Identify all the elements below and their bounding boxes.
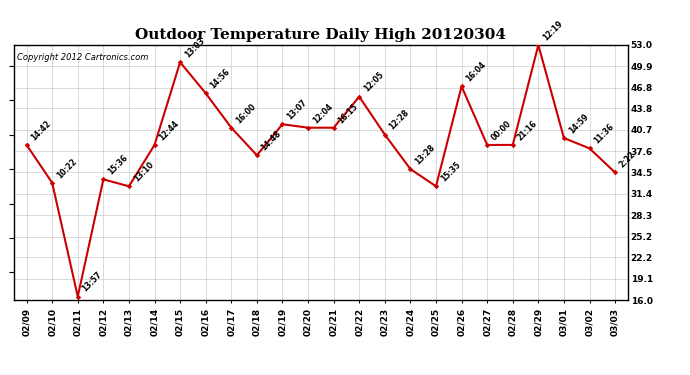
Text: 12:04: 12:04 <box>310 102 334 125</box>
Title: Outdoor Temperature Daily High 20120304: Outdoor Temperature Daily High 20120304 <box>135 28 506 42</box>
Text: 16:15: 16:15 <box>337 102 359 125</box>
Text: 13:07: 13:07 <box>285 98 308 122</box>
Text: 12:44: 12:44 <box>157 119 181 142</box>
Text: 12:05: 12:05 <box>362 70 385 94</box>
Text: 11:36: 11:36 <box>592 122 615 146</box>
Text: 16:04: 16:04 <box>464 60 488 84</box>
Text: 16:00: 16:00 <box>234 102 257 125</box>
Text: 14:56: 14:56 <box>208 67 232 90</box>
Text: 12:28: 12:28 <box>388 108 411 132</box>
Text: 13:28: 13:28 <box>413 143 437 166</box>
Text: 13:10: 13:10 <box>132 160 155 183</box>
Text: 14:48: 14:48 <box>259 129 283 153</box>
Text: 14:42: 14:42 <box>30 119 53 142</box>
Text: 15:35: 15:35 <box>439 160 462 183</box>
Text: 12:19: 12:19 <box>541 19 564 42</box>
Text: 15:36: 15:36 <box>106 153 130 177</box>
Text: 13:03: 13:03 <box>183 36 206 60</box>
Text: 13:57: 13:57 <box>81 270 104 294</box>
Text: 10:22: 10:22 <box>55 157 79 180</box>
Text: 14:59: 14:59 <box>566 112 590 135</box>
Text: 21:16: 21:16 <box>515 119 539 142</box>
Text: 2:22: 2:22 <box>618 150 638 170</box>
Text: Copyright 2012 Cartronics.com: Copyright 2012 Cartronics.com <box>17 53 148 62</box>
Text: 00:00: 00:00 <box>490 119 513 142</box>
